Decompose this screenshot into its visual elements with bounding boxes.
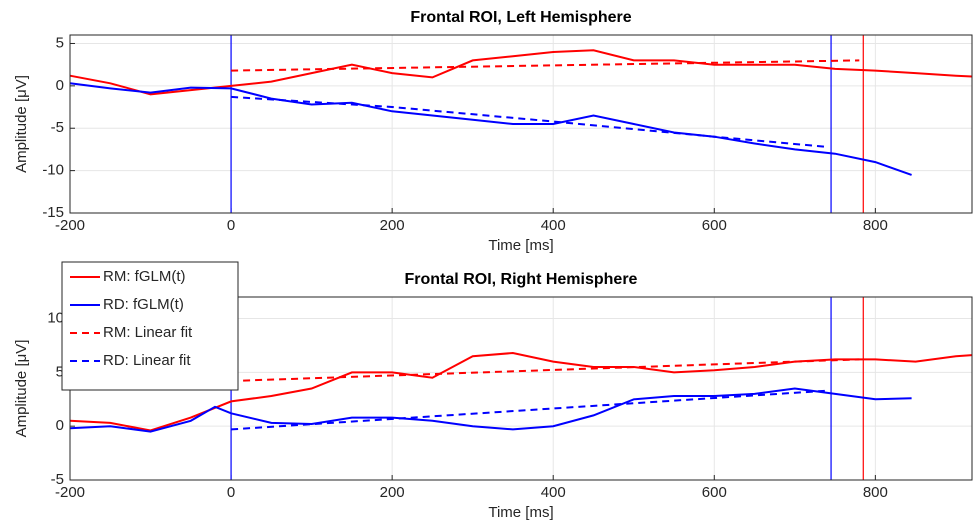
- x-tick-label: -200: [55, 484, 85, 501]
- y-tick-label: 5: [56, 363, 64, 380]
- y-axis-label: Amplitude [μV]: [13, 75, 30, 173]
- x-tick-label: 800: [863, 484, 888, 501]
- series-line: [69, 351, 973, 432]
- series-line: [69, 49, 973, 96]
- x-tick-label: 200: [380, 217, 405, 234]
- y-tick-label: -5: [51, 471, 64, 488]
- series-line: [231, 59, 860, 72]
- x-tick-label: 0: [227, 217, 235, 234]
- x-tick-label: 200: [380, 484, 405, 501]
- x-tick-label: 800: [863, 217, 888, 234]
- legend-label: RD: fGLM(t): [103, 296, 184, 313]
- series-line: [231, 358, 860, 382]
- legend-box: [61, 261, 239, 391]
- series-line: [69, 82, 912, 176]
- x-tick-label: -200: [55, 217, 85, 234]
- x-tick-label: 0: [227, 484, 235, 501]
- y-tick-label: -5: [51, 119, 64, 136]
- y-tick-label: 10: [47, 309, 64, 326]
- y-tick-label: -15: [42, 204, 64, 221]
- x-axis-label: Time [ms]: [488, 504, 553, 521]
- axes-box: [69, 34, 973, 214]
- y-axis-label: Amplitude [μV]: [13, 340, 30, 438]
- y-tick-label: 0: [56, 77, 64, 94]
- series-line: [231, 389, 828, 431]
- chart-title: Frontal ROI, Left Hemisphere: [410, 9, 631, 26]
- chart-title: Frontal ROI, Right Hemisphere: [405, 271, 638, 288]
- legend-label: RM: fGLM(t): [103, 268, 186, 285]
- x-tick-label: 400: [541, 484, 566, 501]
- legend-label: RM: Linear fit: [103, 324, 193, 341]
- y-tick-label: 0: [56, 417, 64, 434]
- x-tick-label: 400: [541, 217, 566, 234]
- series-line: [231, 95, 828, 148]
- y-tick-label: 5: [56, 34, 64, 51]
- series-line: [69, 387, 912, 433]
- x-tick-label: 600: [702, 217, 727, 234]
- x-tick-label: 600: [702, 484, 727, 501]
- y-tick-label: -10: [42, 162, 64, 179]
- legend-label: RD: Linear fit: [103, 352, 191, 369]
- x-axis-label: Time [ms]: [488, 237, 553, 254]
